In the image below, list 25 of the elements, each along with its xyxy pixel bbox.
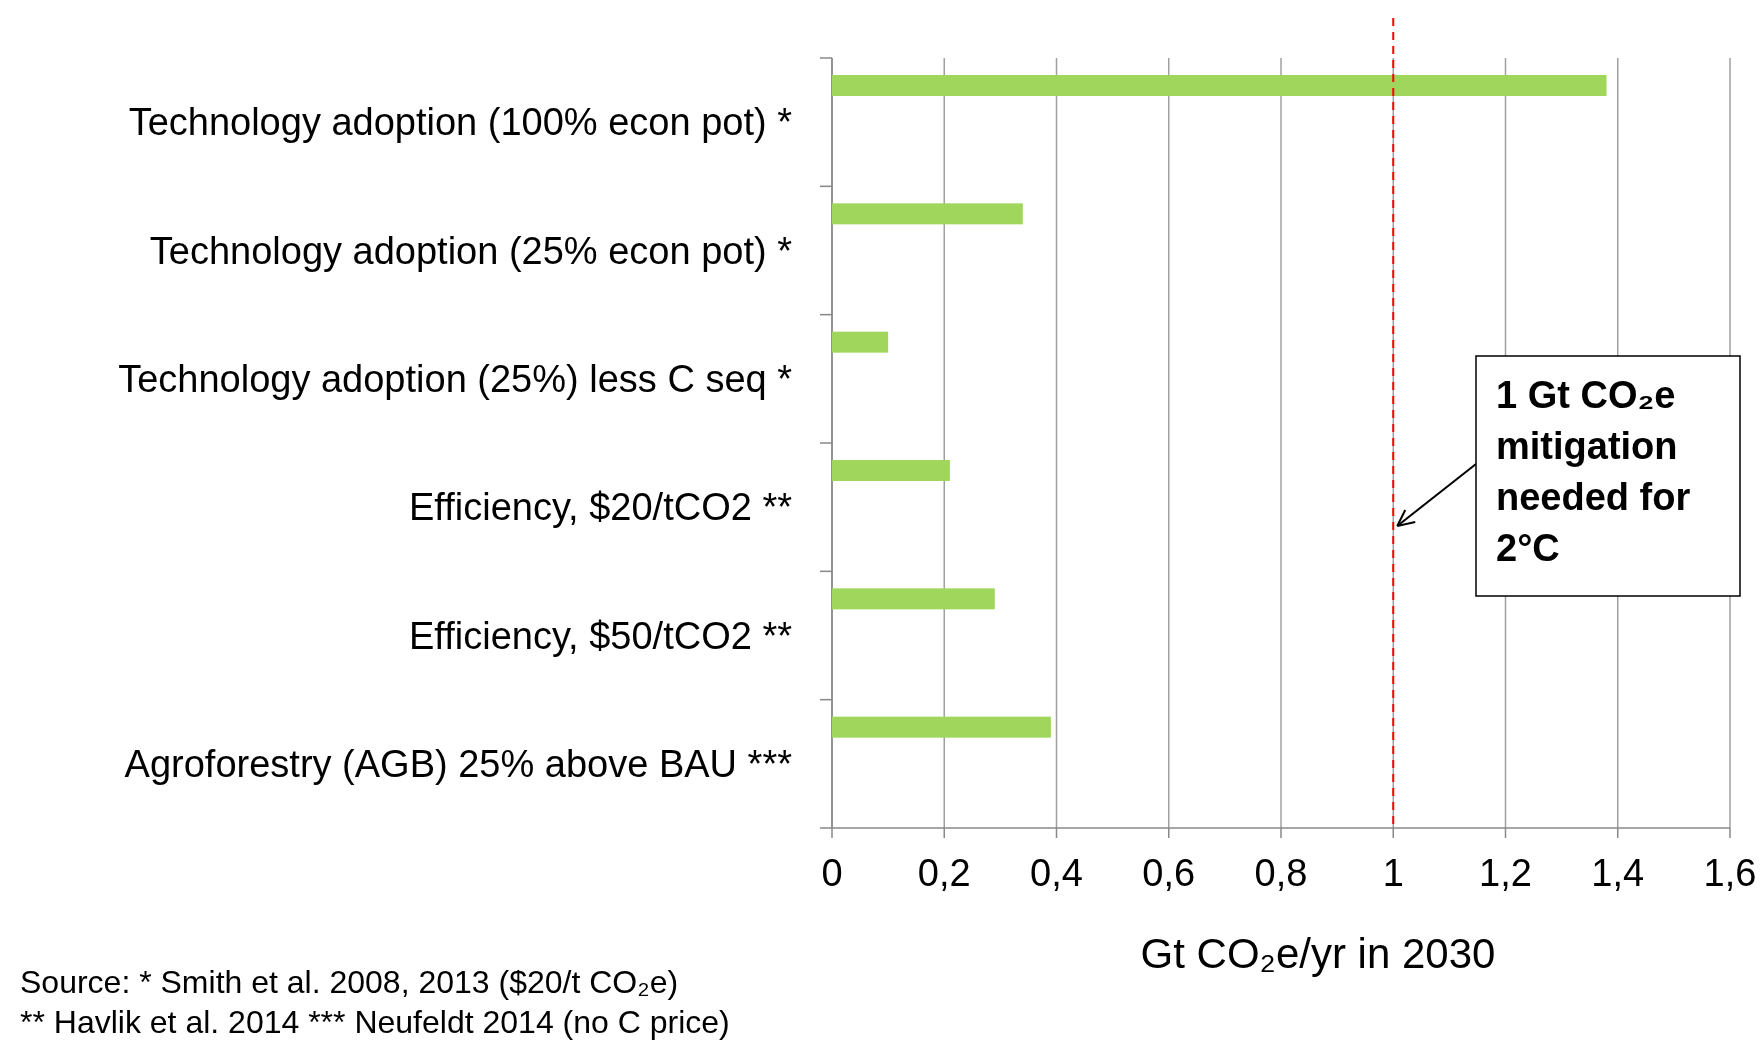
x-tick-label: 0: [821, 852, 843, 894]
x-axis-title: Gt CO₂e/yr in 2030: [1140, 930, 1496, 977]
annotation: 1 Gt CO₂e mitigation needed for 2°C: [1496, 374, 1691, 569]
bar: [832, 588, 995, 610]
y-tick-label: Technology adoption (25%) less C seq *: [118, 357, 793, 400]
bar: [832, 716, 1051, 738]
bar: [832, 460, 950, 481]
x-tick-label: 0,4: [1030, 852, 1083, 894]
x-tick-label: 1,2: [1479, 852, 1532, 894]
x-tick-label: 1: [1382, 852, 1404, 894]
y-tick-label: Efficiency, $20/tCO2 **: [408, 486, 793, 529]
x-tick-label: 0,8: [1254, 852, 1308, 894]
x-tick-label: 0,2: [917, 852, 971, 894]
x-tick-label: 0,6: [1142, 852, 1196, 894]
x-tick-label: 1,6: [1703, 852, 1757, 894]
x-tick-label: 1,4: [1591, 852, 1645, 894]
source-note: Source: * Smith et al. 2008, 2013 ($20/t CO₂e): [20, 964, 679, 1000]
y-tick-label: Technology adoption (100% econ pot) *: [128, 101, 793, 144]
bar: [832, 75, 1607, 96]
y-tick-label: Efficiency, $50/tCO2 **: [408, 614, 793, 657]
bar: [832, 331, 889, 353]
text: ** Havlik et al. 2014 *** Neufeldt 2014 (no C price): [20, 1004, 730, 1040]
bar: [832, 203, 1023, 225]
y-tick-label: Agroforestry (AGB) 25% above BAU ***: [124, 742, 793, 785]
y-tick-label: Technology adoption (25% econ pot) *: [149, 229, 793, 272]
